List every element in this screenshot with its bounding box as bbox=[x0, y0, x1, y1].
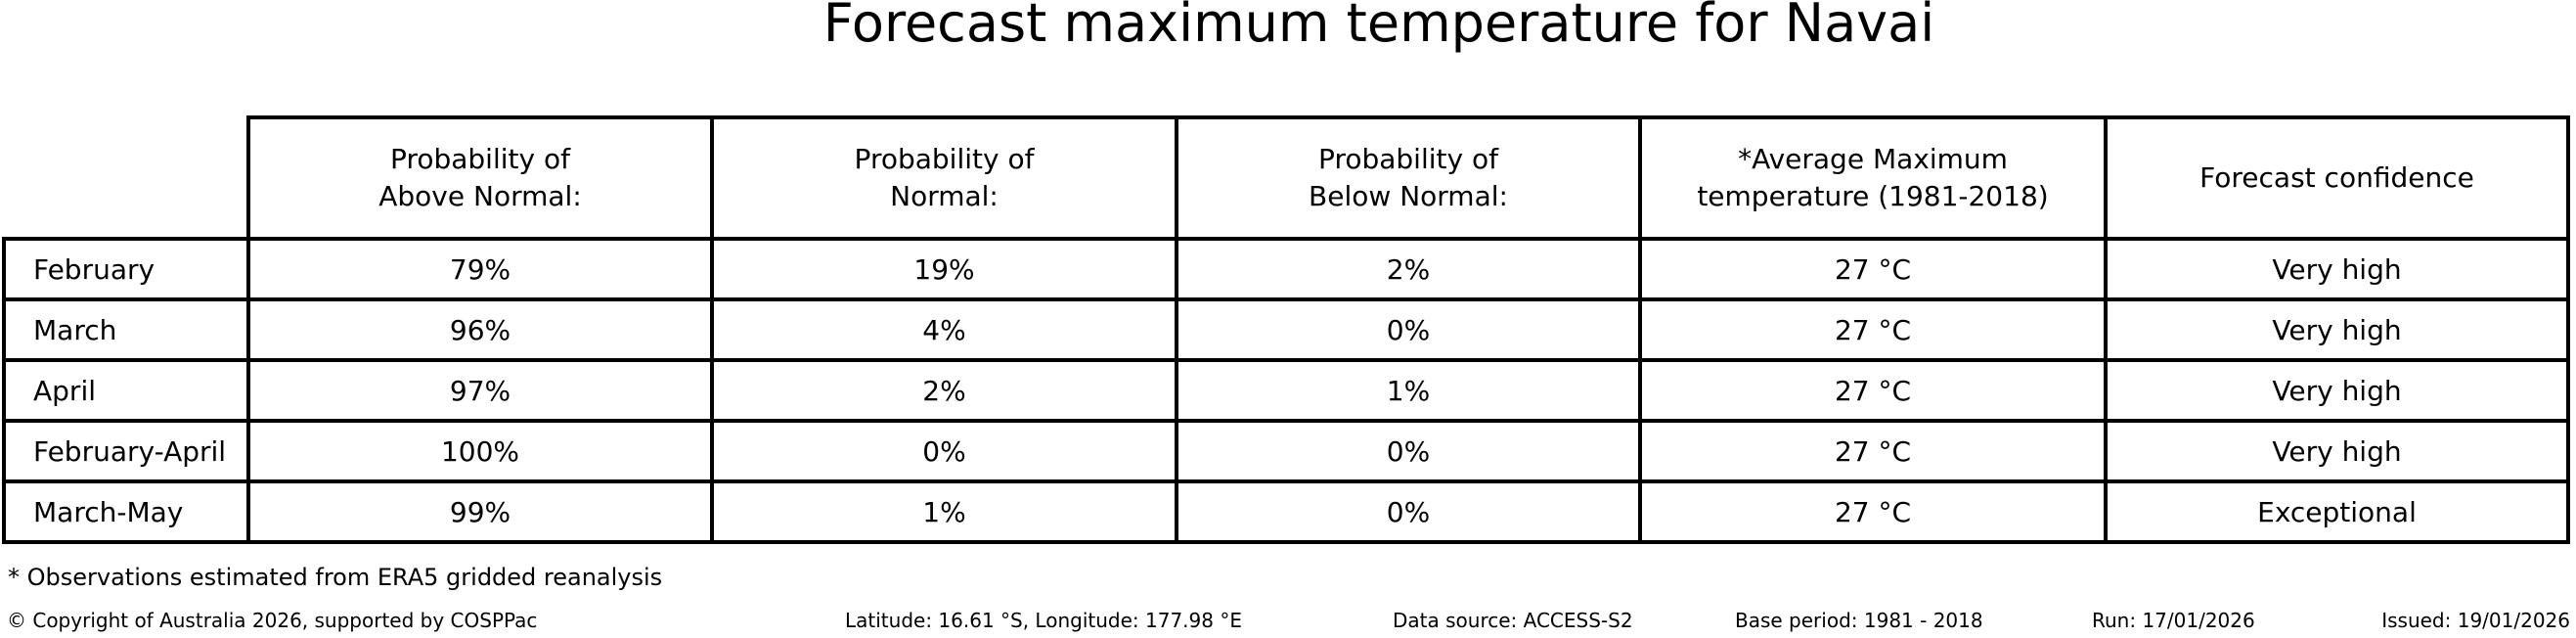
average-max-temp-cell: 27 °C bbox=[1638, 479, 2108, 544]
month-label: April bbox=[2, 358, 250, 423]
prob-below-normal-cell: 0% bbox=[1175, 419, 1642, 483]
prob-above-normal-cell: 96% bbox=[246, 297, 714, 362]
forecast-confidence-cell: Very high bbox=[2104, 419, 2570, 483]
lat-long-text: Latitude: 16.61 °S, Longitude: 177.98 °E bbox=[845, 609, 1242, 632]
prob-normal-cell: 0% bbox=[710, 419, 1178, 483]
forecast-confidence-cell: Very high bbox=[2104, 358, 2570, 423]
column-header-above-normal: Probability of Above Normal: bbox=[246, 115, 714, 241]
average-max-temp-cell: 27 °C bbox=[1638, 297, 2108, 362]
prob-normal-cell: 1% bbox=[710, 479, 1178, 544]
average-max-temp-cell: 27 °C bbox=[1638, 419, 2108, 483]
table-row-april: April 97% 2% 1% 27 °C Very high bbox=[2, 358, 2570, 423]
column-header-below-normal: Probability of Below Normal: bbox=[1175, 115, 1642, 241]
table-row-february: February 79% 19% 2% 27 °C Very high bbox=[2, 237, 2570, 301]
prob-normal-cell: 2% bbox=[710, 358, 1178, 423]
prob-above-normal-cell: 99% bbox=[246, 479, 714, 544]
prob-normal-cell: 19% bbox=[710, 237, 1178, 301]
table-row-february-april: February-April 100% 0% 0% 27 °C Very hig… bbox=[2, 419, 2570, 483]
run-date-text: Run: 17/01/2026 bbox=[2092, 609, 2255, 632]
page-title: Forecast maximum temperature for Navai bbox=[822, 0, 1935, 54]
prob-below-normal-cell: 0% bbox=[1175, 297, 1642, 362]
prob-above-normal-cell: 97% bbox=[246, 358, 714, 423]
forecast-table: Probability of Above Normal: Probability… bbox=[2, 115, 2570, 544]
table-row-march-may: March-May 99% 1% 0% 27 °C Exceptional bbox=[2, 479, 2570, 544]
month-label: February-April bbox=[2, 419, 250, 483]
month-label: March bbox=[2, 297, 250, 362]
column-header-average-max-temp: *Average Maximum temperature (1981-2018) bbox=[1638, 115, 2108, 241]
prob-below-normal-cell: 0% bbox=[1175, 479, 1642, 544]
data-source-text: Data source: ACCESS-S2 bbox=[1393, 609, 1633, 632]
copyright-text: © Copyright of Australia 2026, supported… bbox=[7, 609, 538, 632]
table-header-row: Probability of Above Normal: Probability… bbox=[4, 115, 2570, 241]
forecast-confidence-cell: Exceptional bbox=[2104, 479, 2570, 544]
column-header-forecast-confidence: Forecast confidence bbox=[2104, 115, 2570, 241]
forecast-table-container: Probability of Above Normal: Probability… bbox=[2, 115, 2570, 544]
average-max-temp-cell: 27 °C bbox=[1638, 237, 2108, 301]
average-max-temp-cell: 27 °C bbox=[1638, 358, 2108, 423]
prob-below-normal-cell: 1% bbox=[1175, 358, 1642, 423]
forecast-confidence-cell: Very high bbox=[2104, 297, 2570, 362]
column-header-normal: Probability of Normal: bbox=[710, 115, 1178, 241]
prob-below-normal-cell: 2% bbox=[1175, 237, 1642, 301]
prob-normal-cell: 4% bbox=[710, 297, 1178, 362]
forecast-confidence-cell: Very high bbox=[2104, 237, 2570, 301]
base-period-text: Base period: 1981 - 2018 bbox=[1735, 609, 1983, 632]
table-row-march: March 96% 4% 0% 27 °C Very high bbox=[2, 297, 2570, 362]
issued-date-text: Issued: 19/01/2026 bbox=[2381, 609, 2570, 632]
table-corner-blank-cell bbox=[4, 117, 248, 239]
month-label: February bbox=[2, 237, 250, 301]
observations-footnote: * Observations estimated from ERA5 gridd… bbox=[8, 564, 663, 591]
month-label: March-May bbox=[2, 479, 250, 544]
prob-above-normal-cell: 79% bbox=[246, 237, 714, 301]
prob-above-normal-cell: 100% bbox=[246, 419, 714, 483]
